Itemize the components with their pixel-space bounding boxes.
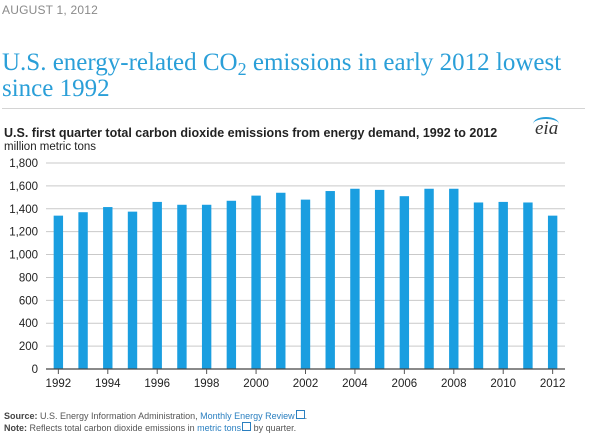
bar-2012 bbox=[547, 215, 558, 369]
x-tick-label: 2012 bbox=[540, 378, 566, 390]
note-text: Reflects total carbon dioxide emissions … bbox=[27, 423, 198, 433]
bar-1999 bbox=[226, 200, 237, 369]
y-tick-label: 1,400 bbox=[9, 204, 38, 216]
x-tick-label: 1992 bbox=[46, 378, 72, 390]
note-end: by quarter. bbox=[251, 423, 297, 433]
x-axis-ticks: 1992 1994 1996 1998 2000 2002 2004 2006 2008 2010… bbox=[46, 369, 566, 390]
y-tick-label: 200 bbox=[19, 341, 38, 353]
headline-part-1: U.S. energy-related CO bbox=[2, 49, 238, 76]
external-link-icon bbox=[242, 422, 252, 431]
y-tick-label: 1,000 bbox=[9, 250, 38, 262]
x-tick-label: 2004 bbox=[342, 378, 368, 390]
source-label: Source: bbox=[4, 411, 38, 421]
source-text: U.S. Energy Information Administration, bbox=[37, 411, 201, 421]
bar-2001 bbox=[276, 192, 286, 369]
bar-2010 bbox=[498, 201, 508, 369]
bar-2008 bbox=[449, 188, 459, 369]
bar-1994 bbox=[103, 207, 113, 369]
y-tick-label: 400 bbox=[19, 318, 38, 330]
eia-logo: eia bbox=[535, 118, 559, 139]
y-tick-label: 1,200 bbox=[9, 227, 38, 239]
bar-1998 bbox=[201, 204, 212, 369]
note: Note: Reflects total carbon dioxide emis… bbox=[4, 422, 296, 433]
x-tick-label: 1998 bbox=[194, 378, 220, 390]
bar-2003 bbox=[325, 191, 335, 369]
bar-2009 bbox=[473, 202, 484, 369]
x-tick-label: 1996 bbox=[144, 378, 170, 390]
x-tick-label: 2002 bbox=[293, 378, 319, 390]
headline-subscript: 2 bbox=[237, 59, 247, 79]
external-link-icon bbox=[295, 410, 305, 419]
y-tick-label: 800 bbox=[19, 272, 38, 284]
bar-1995 bbox=[127, 211, 138, 369]
bar-2005 bbox=[374, 189, 385, 369]
article-headline: U.S. energy-related CO2 emissions in ear… bbox=[2, 50, 587, 102]
article-date: AUGUST 1, 2012 bbox=[2, 3, 98, 17]
bar-1997 bbox=[177, 204, 187, 369]
bar-1992 bbox=[53, 215, 64, 369]
eia-logo-arc bbox=[533, 117, 559, 131]
monthly-energy-review-link[interactable]: Monthly Energy Review bbox=[200, 411, 295, 421]
bar-2004 bbox=[350, 188, 360, 369]
bars bbox=[53, 188, 558, 369]
bar-1996 bbox=[152, 201, 162, 369]
bar-2006 bbox=[399, 196, 410, 369]
headline-part-2: emissions in early 2012 lowest since 199… bbox=[2, 49, 562, 102]
chart-title: U.S. first quarter total carbon dioxide … bbox=[4, 126, 498, 140]
bar-1993 bbox=[78, 212, 88, 369]
metric-tons-link[interactable]: metric tons bbox=[197, 423, 242, 433]
bar-2002 bbox=[300, 199, 311, 369]
source-note: Source: U.S. Energy Information Administ… bbox=[4, 410, 307, 421]
x-tick-label: 1994 bbox=[95, 378, 121, 390]
y-tick-label: 600 bbox=[19, 295, 38, 307]
y-tick-label: 0 bbox=[32, 364, 38, 376]
source-end: . bbox=[304, 411, 308, 421]
y-axis-ticks: 0 200 400 600 800 1,000 1,200 1,400 1,600 1,800 bbox=[9, 158, 38, 376]
bar-chart: 0 200 400 600 800 1,000 1,200 1,400 1,600 1,800 1… bbox=[9, 158, 566, 390]
x-tick-label: 2000 bbox=[243, 378, 269, 390]
x-tick-label: 2008 bbox=[441, 378, 467, 390]
y-axis-unit-label: million metric tons bbox=[4, 141, 97, 153]
divider bbox=[2, 108, 585, 109]
y-tick-label: 1,600 bbox=[9, 181, 38, 193]
bar-2007 bbox=[424, 188, 434, 369]
bar-2000 bbox=[251, 195, 261, 369]
x-tick-label: 2010 bbox=[490, 378, 516, 390]
x-tick-label: 2006 bbox=[392, 378, 418, 390]
y-tick-label: 1,800 bbox=[9, 158, 38, 170]
bar-2011 bbox=[523, 202, 533, 369]
note-label: Note: bbox=[4, 423, 27, 433]
